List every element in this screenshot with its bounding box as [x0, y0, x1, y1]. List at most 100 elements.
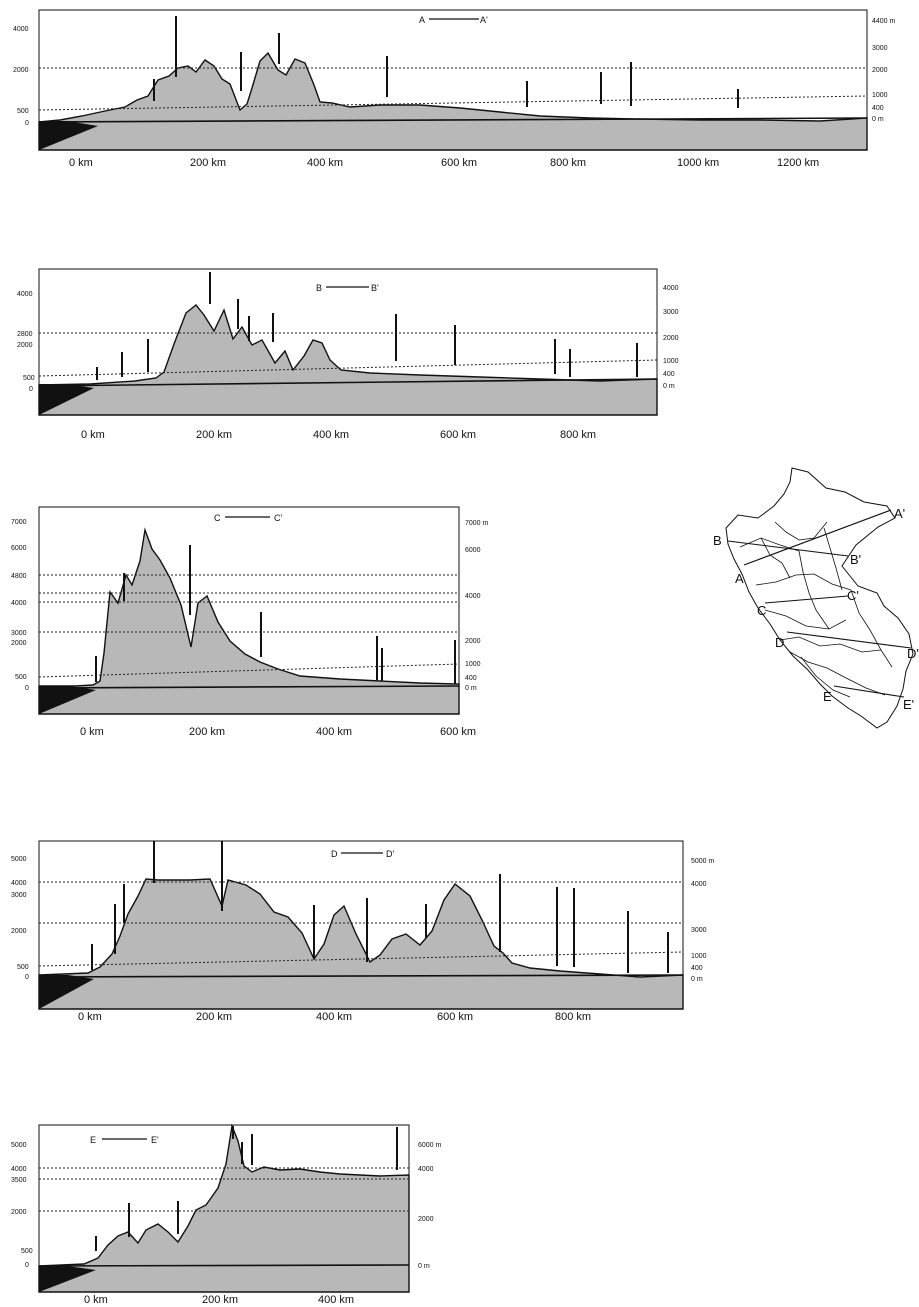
- profile-c-sea-wedge: [39, 686, 96, 714]
- profile-d-x-400: 400 km: [316, 1011, 352, 1023]
- profile-b-legend-end: B': [371, 283, 379, 293]
- map-region-borders: [739, 521, 893, 698]
- profile-e-right-axis-0: 0 m: [418, 1263, 430, 1270]
- profile-d-left-axis-2000: 2000: [11, 928, 27, 935]
- map-label-c-prime: C': [847, 588, 859, 603]
- profile-e: E E' 5000 4000 3500 2000 500 0 6000 m 40…: [11, 1123, 442, 1306]
- profile-e-right-axis-4000: 4000: [418, 1166, 434, 1173]
- profile-a-left-axis-2000: 2000: [13, 67, 29, 74]
- profile-d-place-markers: [91, 841, 669, 973]
- profile-b-legend-start: B: [316, 283, 322, 293]
- profile-d-left-axis-500: 500: [17, 964, 29, 971]
- profile-a-left-axis-0: 0: [25, 120, 29, 127]
- profile-d-right-axis-400: 400: [691, 965, 703, 972]
- profile-e-x-0: 0 km: [84, 1294, 108, 1306]
- profile-e-place-markers: [95, 1126, 398, 1251]
- profile-c-right-axis-4000: 4000: [465, 593, 481, 600]
- profile-e-left-axis-2000: 2000: [11, 1209, 27, 1216]
- profile-c-legend-end: C': [274, 513, 282, 523]
- map-label-a-prime: A': [894, 506, 905, 521]
- profile-d-legend-start: D: [331, 849, 338, 859]
- profile-b-sea-wedge: [39, 384, 94, 415]
- profile-d-right-axis-1000: 1000: [691, 953, 707, 960]
- profile-c: C C' 7000 6000 4800 4000 3000 2000 500 0…: [11, 506, 489, 738]
- profile-e-left-axis-4000: 4000: [11, 1166, 27, 1173]
- profile-c-left-axis-4000: 4000: [11, 600, 27, 607]
- profile-d-right-axis-0: 0 m: [691, 976, 703, 983]
- profile-c-left-axis-500: 500: [15, 674, 27, 681]
- profile-b-place-markers: [96, 272, 638, 380]
- profile-a-right-axis-0: 0 m: [872, 116, 884, 123]
- map-label-c: C: [757, 603, 766, 618]
- profile-b-terrain: [38, 304, 658, 416]
- profile-b-x-0: 0 km: [81, 429, 105, 441]
- profile-a-right-axis-400: 400: [872, 105, 884, 112]
- profile-b-left-axis-2800: 2800: [17, 331, 33, 338]
- profile-d-left-axis-4000: 4000: [11, 880, 27, 887]
- profile-a-sea-wedge: [39, 121, 98, 150]
- profile-c-place-markers: [95, 545, 456, 684]
- map-label-b: B: [713, 533, 722, 548]
- profile-d-x-200: 200 km: [196, 1011, 232, 1023]
- profile-c-left-axis-6000: 6000: [11, 545, 27, 552]
- profile-a-legend-end: A': [480, 15, 488, 25]
- profile-a-x-200: 200 km: [190, 157, 226, 169]
- profile-e-left-axis-3500: 3500: [11, 1177, 27, 1184]
- locator-map: A' B B' A C' C D D' E E': [713, 467, 919, 729]
- map-label-d: D: [775, 635, 784, 650]
- profile-e-left-axis-500: 500: [21, 1248, 33, 1255]
- map-label-a: A: [735, 571, 744, 586]
- profile-b-right-axis-2000: 2000: [663, 335, 679, 342]
- profile-a-left-axis-4000: 4000: [13, 26, 29, 33]
- map-label-d-prime: D': [907, 646, 919, 661]
- profile-b-right-axis-4000: 4000: [663, 285, 679, 292]
- profile-c-left-axis-4800: 4800: [11, 573, 27, 580]
- profile-b-x-600: 600 km: [440, 429, 476, 441]
- profile-c-left-axis-0: 0: [25, 685, 29, 692]
- profile-e-legend-start: E: [90, 1135, 96, 1145]
- profile-b-left-axis-2000: 2000: [17, 342, 33, 349]
- profile-d-left-axis-5000: 5000: [11, 856, 27, 863]
- profile-c-left-axis-3000: 3000: [11, 630, 27, 637]
- profile-e-guide-lines: [39, 1167, 409, 1212]
- profile-e-left-axis-0: 0: [25, 1262, 29, 1269]
- profile-c-right-axis-7000: 7000 m: [465, 520, 489, 527]
- profile-b-right-axis-400: 400: [663, 371, 675, 378]
- map-label-e: E: [823, 689, 832, 704]
- profile-b-right-axis-3000: 3000: [663, 309, 679, 316]
- profile-d-left-axis-0: 0: [25, 974, 29, 981]
- profile-b-x-200: 200 km: [196, 429, 232, 441]
- profile-c-x-0: 0 km: [80, 726, 104, 738]
- profile-a-x-1200: 1200 km: [777, 157, 819, 169]
- profile-d-right-axis-3000: 3000: [691, 927, 707, 934]
- profile-b-left-axis-0: 0: [29, 386, 33, 393]
- profile-a-right-axis-2000: 2000: [872, 67, 888, 74]
- profile-a-baseline: [38, 117, 868, 123]
- profile-a-x-0: 0 km: [69, 157, 93, 169]
- profile-e-x-400: 400 km: [318, 1294, 354, 1306]
- profile-d-right-axis-5000: 5000 m: [691, 858, 715, 865]
- profile-d-legend-end: D': [386, 849, 394, 859]
- map-label-e-prime: E': [903, 697, 914, 712]
- profile-b-left-axis-4000: 4000: [17, 291, 33, 298]
- profile-d-sea-wedge: [39, 975, 94, 1009]
- profile-d-baseline: [38, 974, 684, 978]
- map-label-b-prime: B': [850, 552, 861, 567]
- profile-c-right-axis-400: 400: [465, 675, 477, 682]
- profile-d-guide-lines: [38, 881, 684, 967]
- profile-d-right-axis-4000: 4000: [691, 881, 707, 888]
- profile-c-x-400: 400 km: [316, 726, 352, 738]
- profile-c-right-axis-6000: 6000: [465, 547, 481, 554]
- profile-d-x-600: 600 km: [437, 1011, 473, 1023]
- profile-a-left-axis-500: 500: [17, 108, 29, 115]
- profile-a-legend-start: A: [419, 15, 425, 25]
- profile-c-legend-start: C: [214, 513, 221, 523]
- profile-e-sea-wedge: [39, 1266, 96, 1292]
- profile-b-left-axis-500: 500: [23, 375, 35, 382]
- profile-a: A A' 4000 2000 500 0 4400 m 3000 2000 10…: [13, 9, 896, 169]
- profile-c-right-axis-0: 0 m: [465, 685, 477, 692]
- profile-b-x-800: 800 km: [560, 429, 596, 441]
- profile-a-x-1000: 1000 km: [677, 157, 719, 169]
- profile-c-baseline: [38, 685, 460, 689]
- profile-c-right-axis-2000: 2000: [465, 638, 481, 645]
